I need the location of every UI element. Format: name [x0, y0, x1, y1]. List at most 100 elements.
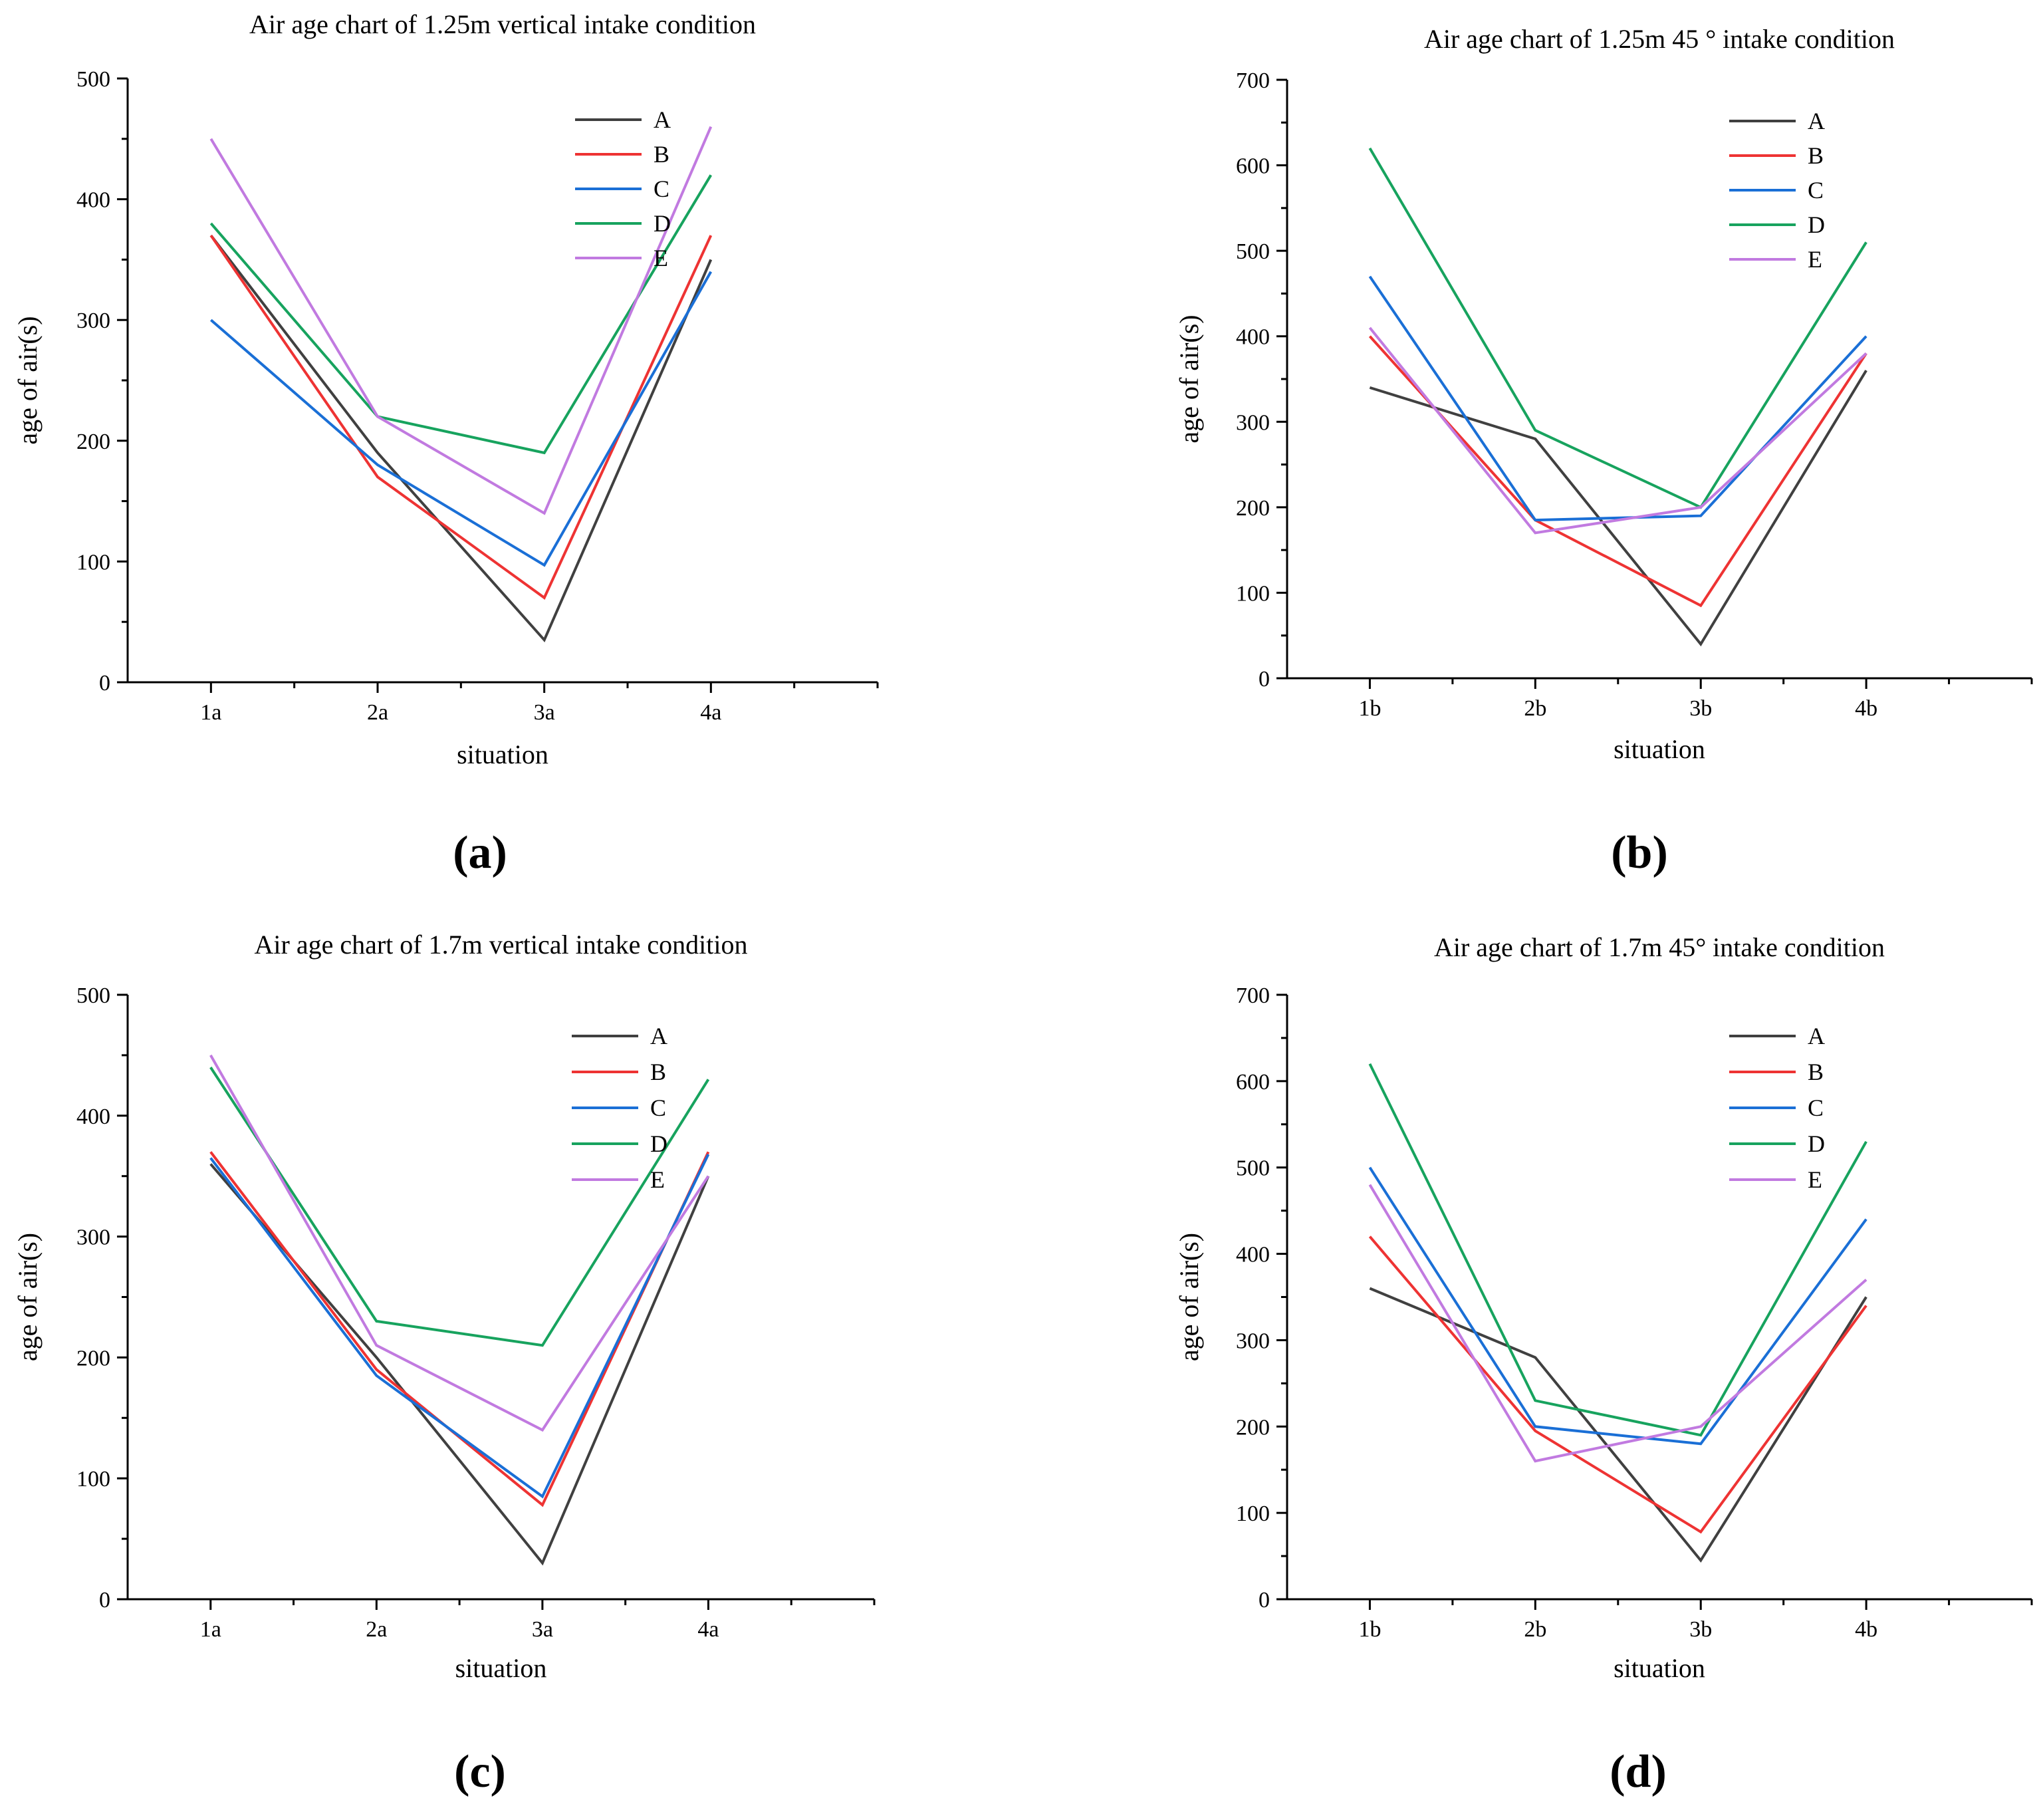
chart-title: Air age chart of 1.7m 45° intake conditi…	[1434, 932, 1885, 962]
x-tick-label: 3b	[1689, 1617, 1712, 1642]
x-tick-label: 4a	[697, 1617, 719, 1642]
series-line-d	[1368, 147, 1867, 509]
y-tick-label: 500	[1236, 1156, 1270, 1181]
chart-svg: Air age chart of 1.7m 45° intake conditi…	[1174, 932, 2033, 1797]
chart-title: Air age chart of 1.25m 45 ° intake condi…	[1424, 24, 1895, 54]
x-tick-label: 4b	[1855, 696, 1877, 721]
x-tick-label: 1a	[200, 1617, 221, 1642]
legend-label: A	[1808, 1023, 1825, 1049]
x-axis-label: situation	[457, 739, 548, 769]
y-tick-label: 300	[76, 1226, 110, 1250]
legend-label: A	[1808, 108, 1825, 134]
legend-label: E	[654, 245, 668, 271]
series-line-d	[209, 174, 713, 455]
y-axis-label: age of air(s)	[13, 1233, 43, 1361]
x-tick-label: 2a	[367, 700, 388, 725]
x-tick-label: 2a	[366, 1617, 387, 1642]
y-tick-label: 100	[76, 1467, 110, 1492]
series-line-e	[209, 126, 713, 515]
series-line-c	[209, 1154, 710, 1499]
y-tick-label: 500	[76, 67, 110, 92]
legend-label: B	[1808, 142, 1824, 169]
chart-panel-b: Air age chart of 1.25m 45 ° intake condi…	[1021, 0, 2043, 911]
series-line-e	[209, 1054, 710, 1432]
y-tick-label: 500	[1236, 239, 1270, 264]
y-tick-label: 400	[1236, 1243, 1270, 1267]
chart-title: Air age chart of 1.25m vertical intake c…	[249, 9, 756, 39]
x-tick-label: 3b	[1689, 696, 1712, 721]
y-tick-label: 0	[99, 1588, 110, 1613]
legend-label: E	[1808, 246, 1822, 273]
legend-label: D	[1808, 1130, 1825, 1157]
x-tick-label: 2b	[1524, 1617, 1546, 1642]
legend-label: B	[654, 141, 669, 168]
series-line-e	[1368, 326, 1867, 535]
legend-label: E	[1808, 1166, 1822, 1193]
legend-label: A	[650, 1023, 667, 1049]
legend-label: D	[650, 1130, 667, 1157]
series-line-c	[209, 271, 713, 567]
y-tick-label: 200	[1236, 496, 1270, 521]
chart-panel-a: Air age chart of 1.25m vertical intake c…	[0, 0, 1021, 911]
axes	[126, 995, 874, 1601]
y-tick-label: 200	[76, 1346, 110, 1370]
y-axis-label: age of air(s)	[1174, 1233, 1204, 1361]
series-line-a	[1369, 1287, 1867, 1563]
series-line-a	[209, 1163, 710, 1566]
chart-svg: Air age chart of 1.7m vertical intake co…	[13, 930, 876, 1797]
legend-label: B	[650, 1059, 666, 1085]
y-tick-label: 300	[1236, 1329, 1270, 1353]
series-line-c	[1368, 275, 1867, 522]
series-line-b	[209, 1151, 710, 1507]
y-tick-label: 700	[1236, 983, 1270, 1008]
panel-label: (b)	[1611, 827, 1668, 878]
legend-label: D	[1808, 211, 1825, 238]
series-line-d	[209, 1067, 710, 1347]
y-tick-label: 700	[1236, 68, 1270, 93]
y-tick-label: 0	[1259, 1588, 1270, 1613]
chart-svg: Air age chart of 1.25m vertical intake c…	[13, 9, 879, 878]
legend-label: E	[650, 1166, 665, 1193]
legend-label: C	[650, 1095, 666, 1121]
y-tick-label: 300	[76, 309, 110, 333]
legend-label: C	[1808, 1095, 1824, 1121]
series-line-b	[1368, 1235, 1867, 1534]
series-line-a	[209, 234, 713, 643]
y-tick-label: 300	[1236, 410, 1270, 435]
x-tick-label: 1b	[1358, 1617, 1381, 1642]
x-tick-label: 1b	[1358, 696, 1381, 721]
x-tick-label: 3a	[532, 1617, 553, 1642]
series-line-e	[1368, 1184, 1867, 1463]
series-line-c	[1368, 1166, 1867, 1446]
legend-label: A	[654, 106, 671, 133]
x-tick-label: 4a	[700, 700, 721, 725]
series-line-d	[1368, 1063, 1867, 1437]
y-tick-label: 400	[76, 1105, 110, 1129]
legend-label: C	[654, 176, 669, 202]
chart-panel-d: Air age chart of 1.7m 45° intake conditi…	[1021, 911, 2043, 1820]
y-tick-label: 500	[76, 983, 110, 1008]
x-tick-label: 4b	[1855, 1617, 1877, 1642]
y-tick-label: 600	[1236, 1070, 1270, 1095]
y-axis-label: age of air(s)	[1174, 315, 1204, 443]
chart-panel-c: Air age chart of 1.7m vertical intake co…	[0, 911, 1021, 1820]
series-line-a	[1369, 370, 1867, 647]
x-axis-label: situation	[1614, 1653, 1705, 1683]
axes	[1286, 80, 2032, 680]
y-axis-label: age of air(s)	[13, 316, 43, 444]
x-tick-label: 3a	[534, 700, 555, 725]
y-tick-label: 0	[1259, 667, 1270, 692]
panel-label: (a)	[453, 827, 507, 878]
x-tick-label: 1a	[200, 700, 221, 725]
y-tick-label: 100	[1236, 581, 1270, 606]
legend-label: C	[1808, 177, 1824, 203]
y-tick-label: 400	[76, 188, 110, 213]
panel-label: (c)	[454, 1746, 506, 1797]
series-line-b	[209, 234, 713, 600]
x-tick-label: 2b	[1524, 696, 1546, 721]
y-tick-label: 400	[1236, 325, 1270, 350]
y-tick-label: 200	[76, 430, 110, 454]
chart-svg: Air age chart of 1.25m 45 ° intake condi…	[1174, 24, 2033, 878]
legend-label: B	[1808, 1059, 1824, 1085]
chart-title: Air age chart of 1.7m vertical intake co…	[255, 930, 748, 960]
